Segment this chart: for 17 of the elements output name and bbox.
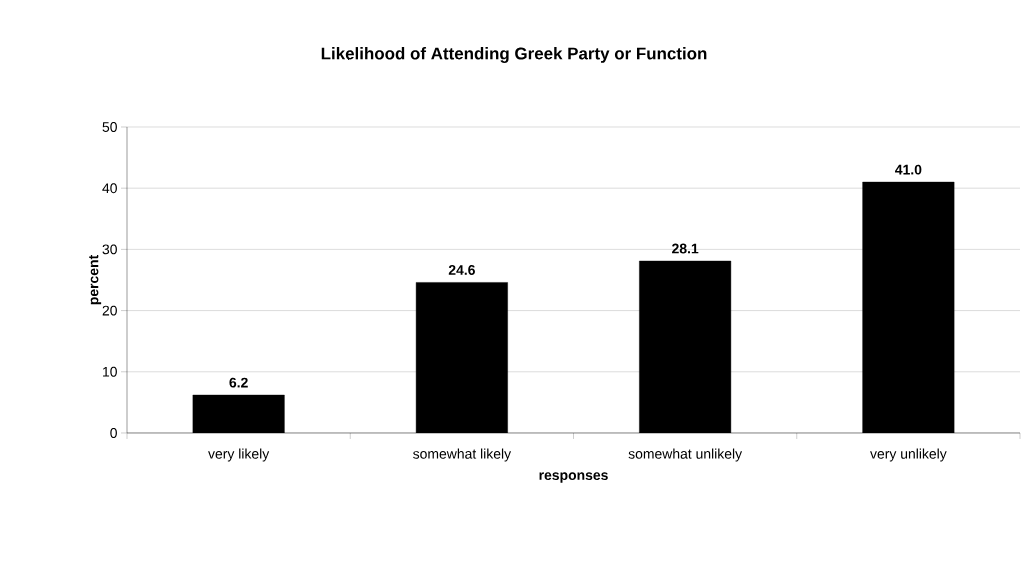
data-label: 24.6 (448, 265, 475, 275)
chart-title: Likelihood of Attending Greek Party or Function (321, 47, 707, 63)
y-tick-label: 0 (110, 428, 117, 438)
y-tick-label: 20 (102, 305, 117, 316)
x-tick-label: somewhat unlikely (628, 448, 743, 462)
data-label: 6.2 (229, 377, 248, 388)
y-tick-label: 30 (102, 244, 117, 255)
x-tick-label: very likely (208, 448, 270, 462)
y-tick-label: 10 (103, 366, 117, 377)
x-tick-label: very unlikely (870, 448, 947, 462)
x-axis-title: responses (539, 472, 608, 483)
data-label: 41.0 (895, 164, 922, 175)
y-tick-label: 40 (102, 183, 117, 194)
x-tick-label: somewhat likely (413, 448, 512, 462)
y-tick-label: 50 (102, 122, 117, 132)
y-axis-title: percent (89, 254, 102, 305)
data-label: 28.1 (672, 243, 699, 254)
